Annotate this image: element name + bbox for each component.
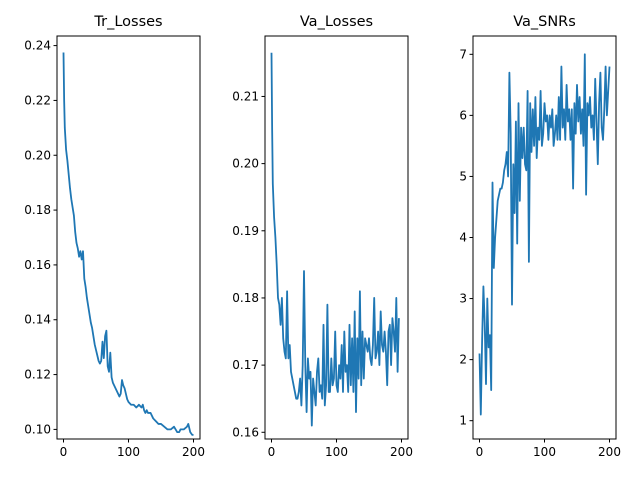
va-losses-ytick-label: 0.17 xyxy=(232,358,259,372)
va-losses-ytick-label: 0.18 xyxy=(232,291,259,305)
tr-losses-ytick-label: 0.12 xyxy=(24,368,51,382)
tr-losses-ytick-label: 0.22 xyxy=(24,93,51,107)
va-snrs-xtick-label: 100 xyxy=(533,445,556,459)
tr-losses-xtick-label: 100 xyxy=(117,445,140,459)
tr-losses-ytick-label: 0.14 xyxy=(24,313,51,327)
va-snrs-ytick-label: 7 xyxy=(459,47,467,61)
tr-losses-axes-frame xyxy=(56,35,201,440)
va-snrs-ytick-label: 2 xyxy=(459,353,467,367)
va-snrs-panel: Va_SNRs 0 100 200 1 2 3 4 5 6 7 xyxy=(459,14,621,459)
tr-losses-xtick-label: 0 xyxy=(60,445,68,459)
tr-losses-ytick-label: 0.10 xyxy=(24,422,51,436)
va-snrs-xtick-label: 200 xyxy=(598,445,621,459)
va-snrs-title: Va_SNRs xyxy=(513,14,576,30)
tr-losses-ytick-label: 0.24 xyxy=(24,39,51,53)
va-snrs-ytick-label: 3 xyxy=(459,292,467,306)
tr-losses-title: Tr_Losses xyxy=(93,14,162,30)
va-snrs-ytick-label: 4 xyxy=(459,231,467,245)
va-snrs-ytick-label: 1 xyxy=(459,414,467,428)
va-losses-ytick-label: 0.21 xyxy=(232,89,259,103)
tr-losses-ytick-label: 0.18 xyxy=(24,203,51,217)
va-losses-xtick-label: 100 xyxy=(325,445,348,459)
tr-losses-ytick-label: 0.20 xyxy=(24,148,51,162)
va-losses-title: Va_Losses xyxy=(300,14,373,30)
va-losses-xtick-label: 0 xyxy=(268,445,276,459)
va-snrs-xtick-label: 0 xyxy=(476,445,484,459)
va-losses-ytick-label: 0.19 xyxy=(232,224,259,238)
va-snrs-axes-frame xyxy=(472,35,617,440)
va-snrs-ytick-label: 6 xyxy=(459,108,467,122)
va-losses-xtick-label: 200 xyxy=(390,445,413,459)
va-losses-ytick-label: 0.20 xyxy=(232,157,259,171)
va-losses-series-line xyxy=(270,52,400,427)
tr-losses-ytick-label: 0.16 xyxy=(24,258,51,272)
tr-losses-xtick-label: 200 xyxy=(182,445,205,459)
va-snrs-series-line xyxy=(478,53,611,416)
va-losses-ytick-label: 0.16 xyxy=(232,425,259,439)
va-losses-panel: Va_Losses 0 100 200 0.16 0.17 0.18 0.19 0.20 0.2… xyxy=(232,14,413,459)
tr-losses-panel: Tr_Losses 0 100 200 0.10 0.12 0.14 0.16 0.18 0.2… xyxy=(24,14,205,459)
va-snrs-ytick-label: 5 xyxy=(459,169,467,183)
tr-losses-series-line xyxy=(62,52,194,436)
va-losses-axes-frame xyxy=(264,35,409,440)
